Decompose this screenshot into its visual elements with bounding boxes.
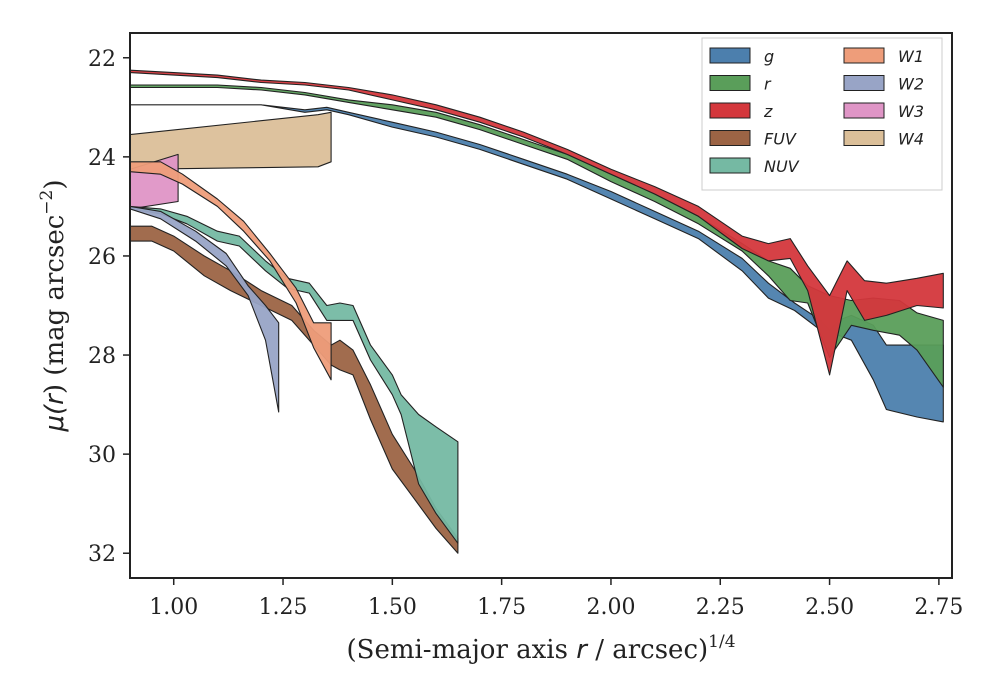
legend-label-w2: W2	[898, 75, 924, 94]
x-tick-label: 1.25	[259, 595, 308, 620]
legend-label-r: r	[764, 75, 772, 94]
x-tick-label: 2.25	[696, 595, 745, 620]
x-tick-label: 2.00	[586, 595, 635, 620]
y-tick-label: 22	[88, 47, 116, 72]
plot-area	[130, 69, 944, 554]
legend-label-z: z	[763, 102, 773, 121]
x-tick-label: 1.00	[149, 595, 198, 620]
legend: grz FUV NUV W1 W2 W3 W4	[701, 37, 943, 191]
y-tick-label: 30	[88, 443, 116, 468]
legend-label-w3: W3	[898, 102, 924, 121]
x-tick-label: 2.75	[914, 595, 963, 620]
band-r	[130, 84, 944, 388]
band-z	[130, 69, 944, 376]
band-w2	[130, 205, 280, 413]
legend-swatch-g	[709, 47, 751, 64]
x-tick-label: 2.50	[805, 595, 854, 620]
legend-label-nuv: NUV	[764, 157, 800, 176]
legend-swatch-w3	[843, 102, 885, 119]
band-fuv	[130, 225, 459, 554]
y-axis-label: μ(r) (mag arcsec−2)	[37, 179, 70, 432]
axes-frame	[129, 32, 953, 579]
legend-swatch-fuv	[709, 130, 751, 146]
y-tick-label: 32	[88, 542, 116, 567]
legend-swatch-w4	[843, 130, 885, 146]
y-tick-label: 26	[88, 245, 116, 270]
band-w4	[130, 111, 332, 170]
legend-label-w4: W4	[898, 130, 924, 149]
x-tick-label: 1.50	[368, 595, 417, 620]
legend-swatch-nuv	[709, 157, 751, 174]
legend-label-w1: W1	[898, 47, 924, 66]
y-tick-label: 28	[88, 344, 116, 369]
legend-label-g: g	[764, 47, 774, 66]
y-tick-label: 24	[88, 146, 116, 171]
axis-ticks: 1.00 1.25 1.50 1.75 2.00 2.25 2.50 2.75 22 24 26 28…	[88, 47, 963, 620]
legend-swatch-r	[709, 75, 751, 91]
x-axis-label: (Semi-major axis r / arcsec)1/4	[346, 632, 735, 665]
legend-swatch-z	[709, 102, 751, 119]
legend-label-fuv: FUV	[764, 130, 797, 149]
band-w1	[130, 161, 332, 381]
band-nuv	[130, 205, 459, 544]
legend-swatch-w1	[843, 47, 885, 64]
x-tick-label: 1.75	[477, 595, 526, 620]
legend-swatch-w2	[843, 75, 885, 91]
